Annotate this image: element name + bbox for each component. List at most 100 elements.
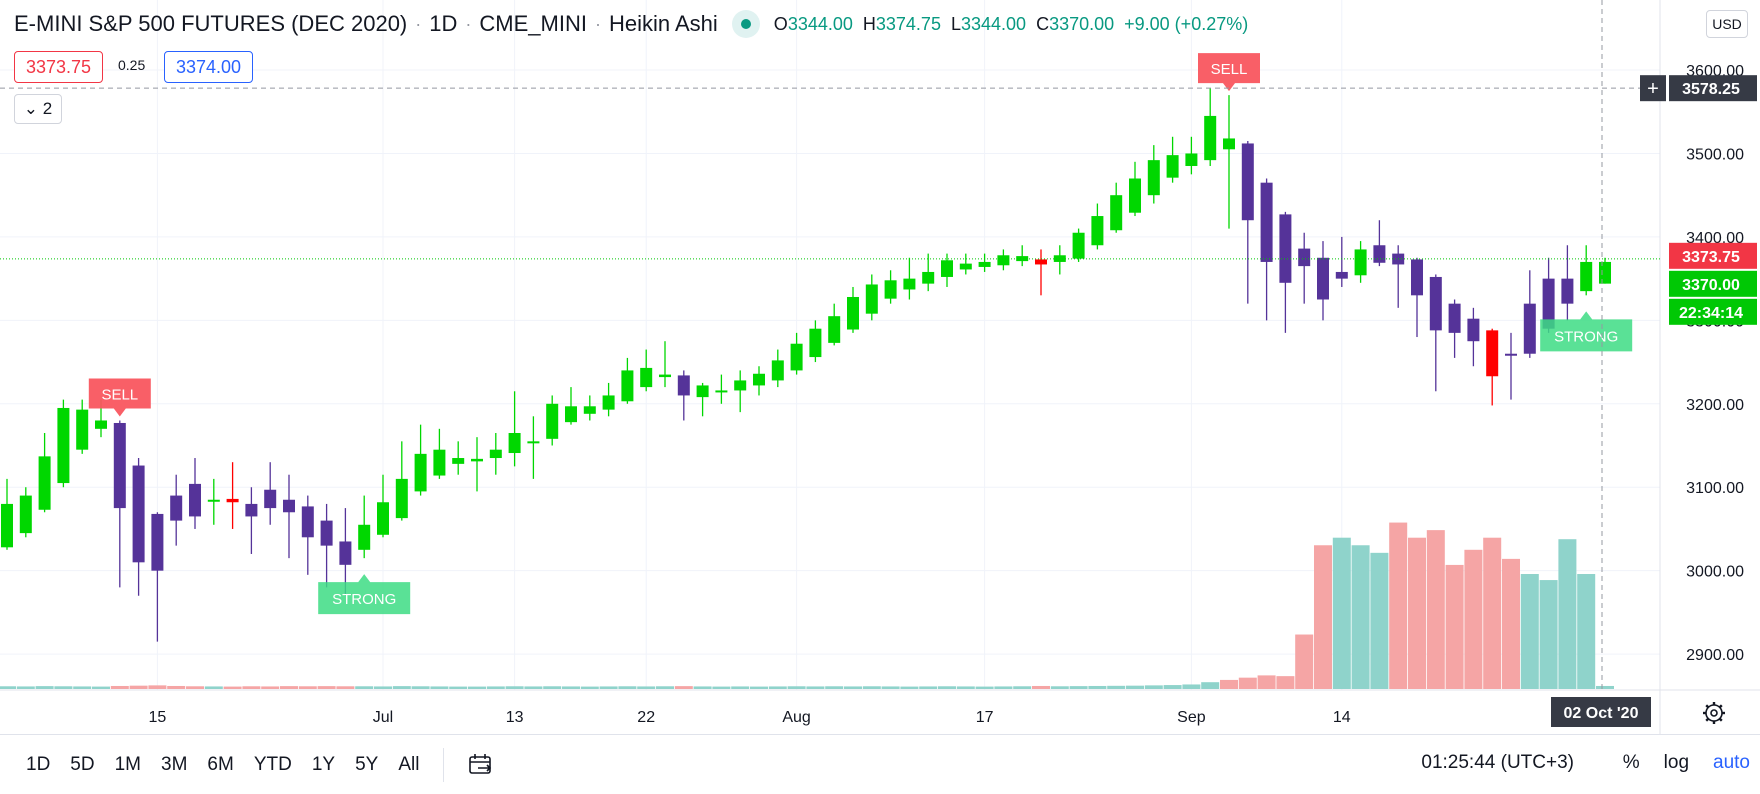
volume-bar	[900, 686, 919, 689]
close-value: 3370.00	[1049, 13, 1115, 34]
candle-body	[1448, 303, 1461, 333]
candle-body	[903, 278, 916, 290]
volume-bar	[1389, 522, 1408, 689]
range-6m[interactable]: 6M	[207, 753, 234, 775]
volume-bar	[355, 686, 374, 689]
candle-body	[151, 513, 164, 571]
range-1d[interactable]: 1D	[26, 753, 51, 775]
timezone-clock[interactable]: 01:25:44 (UTC+3)	[1421, 752, 1574, 773]
candle-body	[264, 489, 277, 509]
range-1y[interactable]: 1Y	[311, 753, 336, 775]
candle-body	[1486, 330, 1499, 377]
candle-body	[189, 483, 201, 517]
percent-scale-button[interactable]: %	[1622, 752, 1640, 773]
interval-label[interactable]: 1D	[429, 11, 458, 36]
volume-bar	[1126, 685, 1144, 689]
indicators-collapse-button[interactable]: ⌄ 2	[14, 94, 62, 124]
volume-bar	[468, 686, 486, 689]
go-to-date-icon[interactable]	[466, 750, 496, 780]
volume-bar	[110, 685, 129, 689]
volume-bar	[317, 686, 336, 689]
sell-price-button[interactable]: 3373.75	[14, 51, 104, 83]
bar-countdown-label: 22:34:14	[1679, 305, 1743, 322]
candle-body	[715, 390, 728, 393]
sell-signal-marker	[88, 378, 151, 417]
volume-bar	[1220, 679, 1238, 689]
candle-body	[245, 503, 258, 517]
candle-body	[226, 498, 239, 503]
close-price-label-bg	[1669, 270, 1757, 297]
candle-body	[659, 374, 671, 378]
volume-bar	[938, 686, 956, 689]
range-3m[interactable]: 3M	[161, 753, 188, 775]
x-tick-label: 17	[976, 709, 994, 726]
exchange-label: CME_MINI	[479, 11, 587, 36]
volume-bar	[919, 686, 938, 689]
candle-body	[640, 367, 653, 388]
log-scale-button[interactable]: log	[1663, 752, 1690, 773]
symbol-title[interactable]: E-MINI S&P 500 FUTURES (DEC 2020)	[14, 11, 408, 36]
candle-body	[1204, 115, 1217, 161]
candle-body	[320, 520, 333, 546]
range-1m[interactable]: 1M	[114, 753, 141, 775]
candle-body	[207, 499, 220, 502]
volume-bar	[223, 686, 242, 689]
volume-bar	[1013, 686, 1032, 689]
candle-body	[1147, 160, 1160, 196]
crosshair-date-label: 02 Oct '20	[1564, 705, 1639, 722]
volume-bar	[1032, 685, 1050, 689]
candle-body	[395, 478, 408, 519]
range-all[interactable]: All	[398, 753, 420, 775]
volume-bar	[1464, 549, 1483, 689]
range-5y[interactable]: 5Y	[355, 753, 379, 775]
volume-bar	[1257, 675, 1276, 689]
volume-bar	[750, 686, 768, 689]
volume-bar	[392, 686, 411, 689]
candle-body	[339, 541, 352, 565]
candle-body	[978, 261, 991, 267]
market-status-icon[interactable]	[731, 10, 760, 38]
candle-body	[1523, 303, 1536, 354]
candle-body	[602, 395, 615, 410]
range-5d[interactable]: 5D	[70, 753, 95, 775]
range-ytd[interactable]: YTD	[253, 753, 292, 775]
volume-bar	[148, 685, 167, 689]
volume-bar	[1238, 677, 1257, 689]
candle-body	[1091, 216, 1104, 246]
y-tick-label: 3500.00	[1686, 146, 1744, 163]
volume-bar	[543, 686, 562, 689]
candle-body	[19, 495, 32, 534]
price-chart[interactable]: SELL STRONG SELL STRONG 2900.00 3000.00 3100.0…	[0, 0, 1760, 734]
volume-bar	[656, 686, 674, 689]
candle-body	[76, 409, 89, 450]
volume-bar	[486, 686, 505, 689]
volume-bar	[73, 686, 92, 689]
candle-body	[433, 449, 446, 476]
crosshair-add-button-bg	[1640, 75, 1666, 102]
y-tick-label: 3200.00	[1686, 397, 1744, 414]
currency-button[interactable]: USD	[1706, 10, 1748, 38]
auto-scale-button[interactable]: auto	[1713, 752, 1750, 773]
ohlc-values: O3344.00 H3374.75 L3344.00 C3370.00 +9.0…	[774, 14, 1248, 35]
sell-signal-marker	[1198, 53, 1260, 92]
x-tick-label: 13	[506, 709, 524, 726]
candle-body	[941, 260, 953, 277]
volume-bar	[674, 686, 693, 689]
volume-bar	[1050, 686, 1069, 689]
volume-bar	[1163, 685, 1182, 689]
candle-body	[358, 524, 371, 550]
volume-bar	[975, 686, 994, 689]
low-value: 3344.00	[960, 13, 1027, 34]
volume-bar	[1502, 558, 1520, 689]
change-value: +9.00 (+0.27%)	[1124, 13, 1249, 34]
close-price-label: 3370.00	[1682, 277, 1740, 294]
gear-icon[interactable]	[1703, 702, 1725, 724]
candle-body	[583, 406, 596, 414]
candle-body	[1580, 261, 1593, 292]
candle-body	[1561, 278, 1574, 304]
volume-bar	[1445, 564, 1464, 689]
candle-body	[847, 296, 859, 330]
volume-bar	[768, 686, 787, 689]
volume-bar	[54, 686, 73, 689]
buy-price-button[interactable]: 3374.00	[164, 51, 254, 83]
